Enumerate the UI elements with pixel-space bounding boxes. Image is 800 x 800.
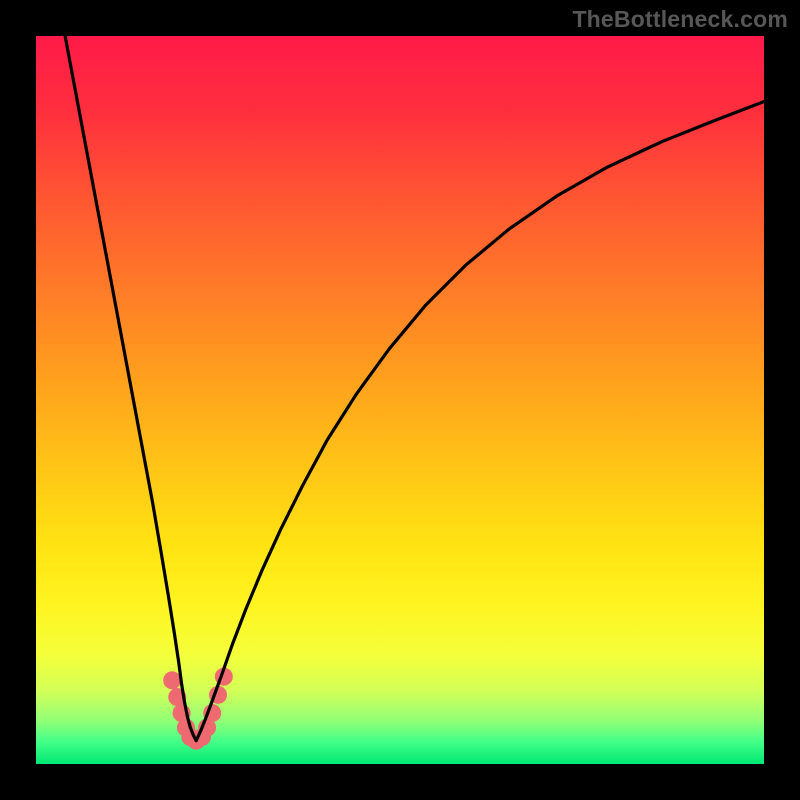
data-marker (163, 671, 181, 689)
plot-svg (36, 36, 764, 764)
chart-container: TheBottleneck.com (0, 0, 800, 800)
plot-area (36, 36, 764, 764)
watermark-text: TheBottleneck.com (572, 6, 788, 33)
